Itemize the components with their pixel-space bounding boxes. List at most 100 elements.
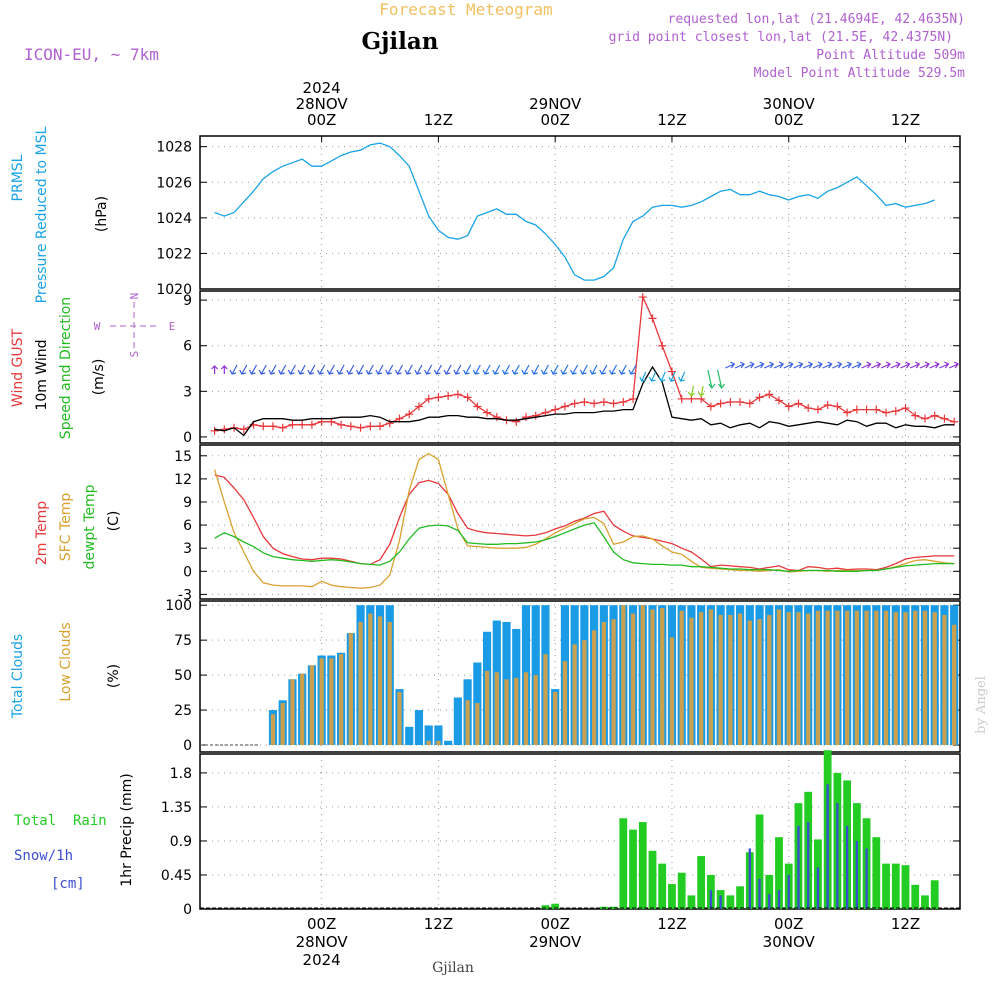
wind-direction-arrow — [404, 364, 413, 375]
rain-bar — [677, 872, 686, 909]
clouds-ytick-label: 25 — [174, 703, 192, 719]
wind-ytick-label: 3 — [183, 384, 192, 400]
rain-bar — [609, 906, 618, 909]
wind-direction-arrow — [929, 361, 940, 369]
gust-point — [424, 394, 433, 403]
bottom-time-label: 00Z — [774, 915, 803, 933]
low-cloud-bar — [757, 619, 762, 746]
gust-point — [483, 408, 492, 417]
low-cloud-bar — [660, 607, 665, 746]
gust-point — [784, 402, 793, 411]
gust-point — [706, 402, 715, 411]
low-cloud-bar — [747, 620, 752, 746]
gust-point — [940, 414, 949, 423]
snow-bar — [845, 825, 849, 909]
temperature-ytick-label: 6 — [183, 518, 192, 534]
wind-dir-label: Speed and Direction — [58, 297, 74, 439]
low-cloud-bar — [689, 617, 694, 746]
snow-bar — [787, 874, 790, 909]
precip-ytick-label: 0.45 — [161, 868, 192, 884]
wind-direction-arrow — [365, 364, 374, 375]
low-cloud-bar — [728, 614, 733, 746]
bottom-time-label: 12Z — [891, 915, 920, 933]
top-time-label: 00Z — [540, 111, 569, 129]
wind-direction-arrow — [919, 361, 930, 369]
clouds-ytick-label: 0 — [183, 738, 192, 754]
rain-bar — [726, 895, 735, 909]
low-cloud-bar — [913, 610, 918, 746]
gust-point — [862, 405, 871, 414]
low-cloud-bar — [718, 614, 723, 746]
gust-point — [307, 420, 316, 429]
point-altitude: Point Altitude 509m — [816, 48, 965, 63]
low-cloud-bar — [640, 605, 645, 746]
wind-direction-arrow — [211, 365, 219, 374]
gust-point — [629, 394, 638, 403]
precip-ytick-label: 0.9 — [170, 834, 192, 850]
wind-direction-arrow — [658, 371, 666, 382]
snow-bar — [709, 890, 713, 909]
low-cloud-bar — [572, 644, 577, 746]
compass-west: W — [94, 320, 101, 333]
cloud-axis-title: Total Clouds Low Clouds (%) — [10, 622, 122, 719]
wind-direction-arrow — [802, 361, 814, 369]
wind-direction-arrow — [229, 364, 238, 375]
gust-point — [288, 420, 297, 429]
wind-direction-arrow — [793, 361, 804, 369]
low-cloud-bar — [562, 661, 568, 746]
wind-direction-arrow — [375, 364, 384, 375]
wind-direction-arrow — [773, 361, 784, 369]
snow-bar — [768, 893, 771, 909]
low-cloud-bar — [309, 665, 315, 746]
wind-frame — [199, 290, 961, 444]
wind-direction-arrow — [939, 361, 950, 369]
temp-axis-title: 2m Temp SFC Temp dewpt Temp (C) — [34, 484, 122, 569]
gust-point — [658, 341, 667, 350]
gust-point — [833, 402, 842, 411]
gust-point — [852, 405, 861, 414]
rain-bar — [736, 886, 744, 909]
chart-title: Forecast Meteogram — [379, 0, 552, 19]
low-cloud-bar — [591, 630, 597, 746]
rain-bar — [755, 814, 764, 909]
wind-direction-arrow — [851, 361, 862, 369]
wind-series-wind-gust — [214, 294, 955, 432]
wind-direction-arrow — [540, 364, 549, 375]
rain-bar — [765, 874, 774, 909]
low-cloud-bar — [708, 609, 714, 746]
wind-direction-arrow — [248, 364, 258, 375]
wind-direction-arrow — [871, 361, 882, 369]
wind-direction-arrow — [841, 361, 853, 369]
wind-unit: (m/s) — [91, 359, 107, 396]
wind-axis-title: Wind GUST 10m Wind Speed and Direction (… — [10, 293, 175, 440]
gust-point — [405, 410, 414, 419]
wind-direction-arrow — [463, 364, 472, 375]
gust-point — [444, 391, 453, 400]
gust-point — [775, 396, 784, 405]
wind-direction-arrow — [754, 361, 765, 369]
wind-direction-arrow — [550, 364, 559, 375]
model-name: ICON-EU, ~ 7km — [24, 45, 159, 64]
low-cloud-bar — [387, 621, 392, 746]
wind-direction-arrow — [909, 361, 921, 369]
low-cloud-bar — [806, 613, 811, 746]
wind-direction-arrow — [579, 364, 588, 375]
gust-point — [716, 399, 725, 408]
gust-point — [648, 314, 657, 323]
gust-point — [463, 393, 472, 402]
wind-direction-arrow — [639, 371, 647, 382]
temperature-series-2m-temp — [214, 474, 955, 572]
wind-series-10m-wind — [214, 365, 955, 437]
rain-bar — [872, 837, 881, 909]
rain-bar — [911, 884, 920, 909]
low-cloud-bar — [514, 677, 519, 746]
gust-point — [609, 399, 618, 408]
footer-location: Gjilan — [432, 960, 474, 976]
rain-bar — [891, 863, 900, 909]
rain-bar — [619, 818, 628, 909]
rain-bar — [638, 822, 647, 909]
wind-direction-arrow — [521, 364, 530, 375]
wind-label: 10m Wind — [34, 339, 50, 410]
low-cloud-bar — [368, 613, 373, 746]
rain-bar — [687, 895, 696, 909]
